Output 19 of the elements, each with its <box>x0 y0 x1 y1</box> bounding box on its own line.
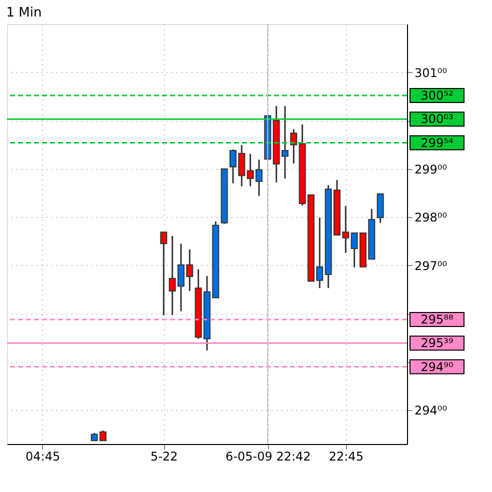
candlestick <box>160 231 168 316</box>
candlestick <box>290 128 298 164</box>
x-tick-label: 04:45 <box>26 450 60 464</box>
candlestick <box>376 193 384 224</box>
ref-line-label: 295⁸⁸ <box>420 312 454 326</box>
y-tick-label: 297⁰⁰ <box>414 258 448 273</box>
x-tick-label: 6-05-09 22:42 <box>226 450 311 464</box>
ref-line-label: 295³⁹ <box>420 336 454 350</box>
ref-line-label: 300⁰³ <box>420 112 454 126</box>
x-tick-label: 22:45 <box>328 450 364 464</box>
chart-title: 1 Min <box>6 6 42 20</box>
ref-line-label: 299⁵⁴ <box>420 136 454 150</box>
y-tick-label: 301⁰⁰ <box>414 66 448 80</box>
ref-line-label: 300⁵² <box>420 88 454 102</box>
ref-line-label: 294⁹⁰ <box>420 360 454 374</box>
y-tick-label: 294⁰⁰ <box>414 404 448 418</box>
y-tick-label: 298⁰⁰ <box>414 210 448 225</box>
y-tick-label: 299⁰⁰ <box>414 162 448 176</box>
x-tick-label: 5-22 <box>150 450 178 464</box>
